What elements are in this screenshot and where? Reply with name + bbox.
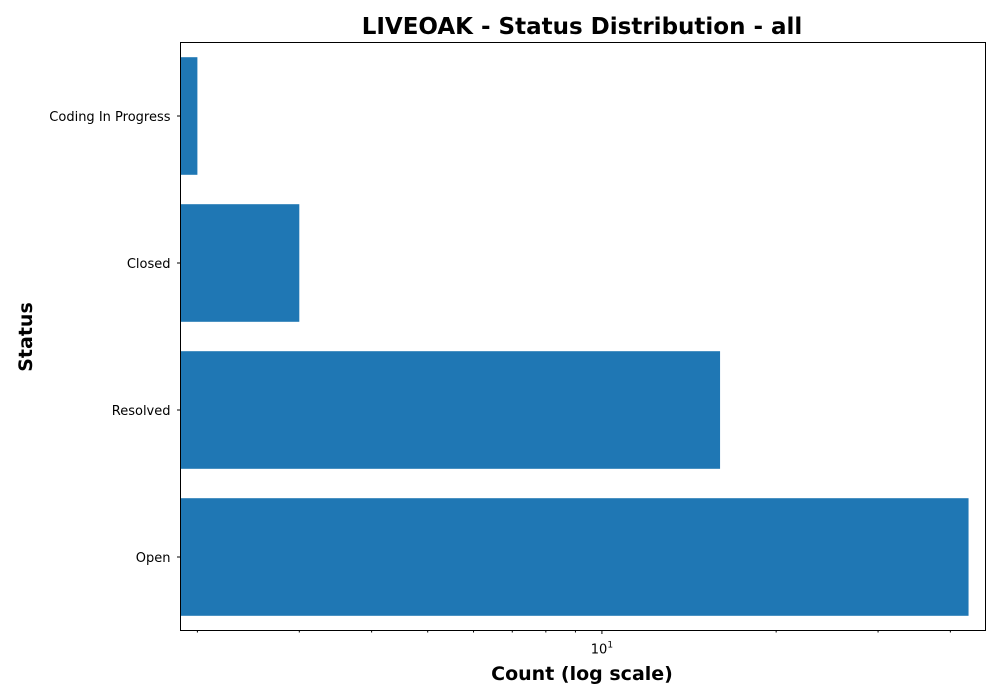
x-axis-label: Count (log scale) <box>491 663 673 685</box>
bar-coding-in-progress <box>180 57 198 175</box>
plot-frame <box>180 42 986 631</box>
bar-open <box>180 498 969 616</box>
bars-group <box>180 57 969 616</box>
chart-title: LIVEOAK - Status Distribution - all <box>362 14 803 40</box>
y-tick-label: Resolved <box>112 404 171 419</box>
y-tick-label: Coding In Progress <box>49 110 170 125</box>
x-tick-label: 101 <box>591 641 613 658</box>
y-axis-label: Status <box>15 302 37 372</box>
y-tick-label: Open <box>136 551 171 566</box>
y-tick-label: Closed <box>127 257 171 272</box>
x-tick-label-exponent: 1 <box>607 641 613 651</box>
x-axis-ticks: 101 <box>196 630 951 658</box>
bar-resolved <box>180 351 721 469</box>
y-axis-ticks: Coding In Progress Closed Resolved Open <box>49 110 181 566</box>
bar-closed <box>180 204 300 322</box>
x-tick-label-base: 10 <box>591 643 608 658</box>
